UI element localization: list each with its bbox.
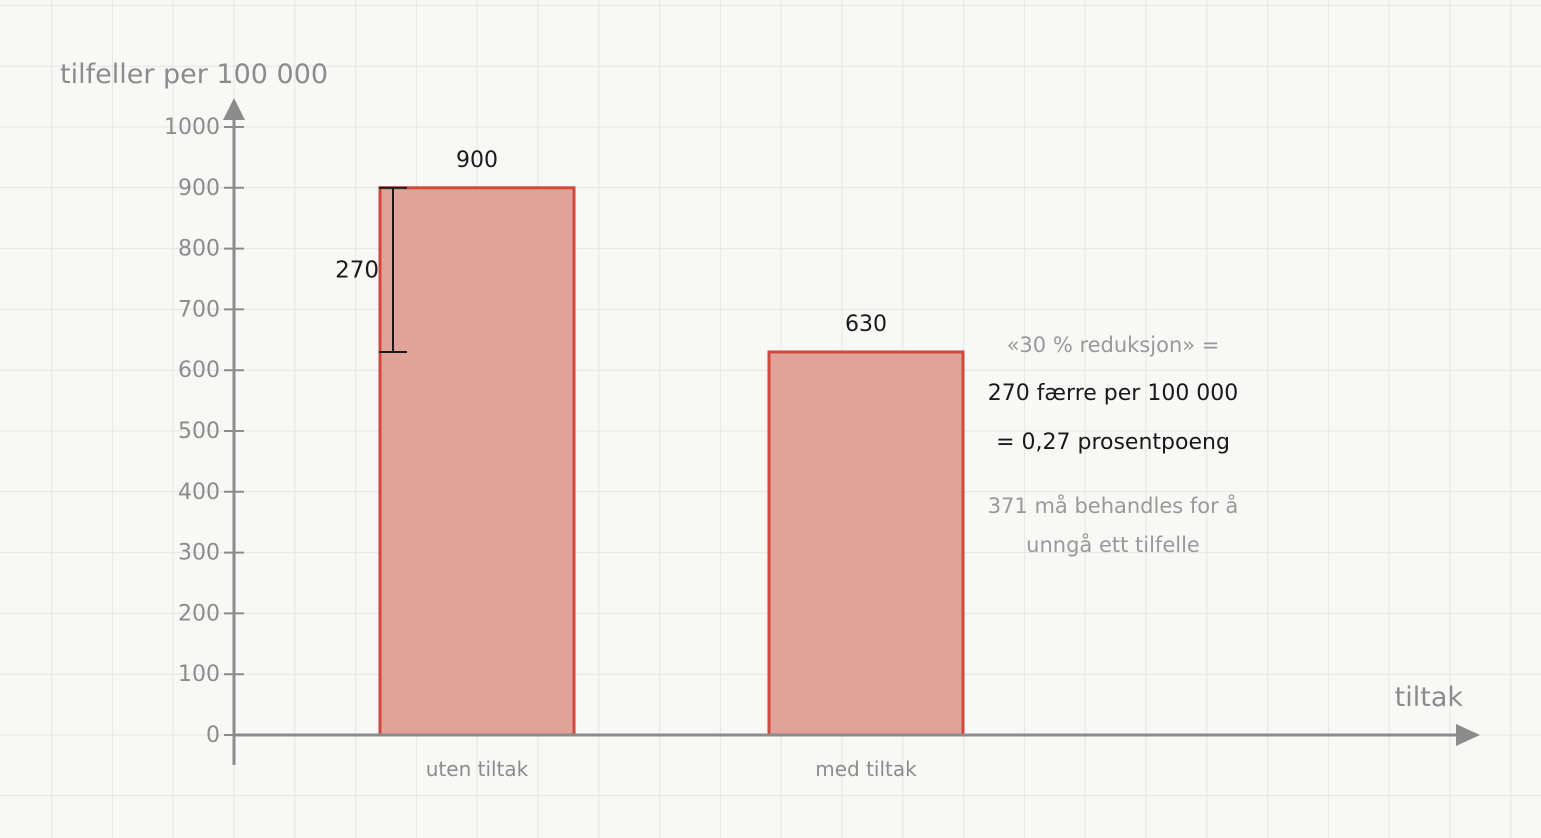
y-tick-label: 200 [178, 601, 220, 626]
x-tick-label: med tiltak [815, 757, 917, 781]
y-tick-label: 500 [178, 419, 220, 444]
y-tick-label: 100 [178, 662, 220, 687]
y-tick-label: 800 [178, 237, 220, 262]
bar-value-label: 900 [456, 148, 498, 173]
annotation-box: «30 % reduksjon» = 270 færre per 100 000… [988, 333, 1239, 557]
y-tick-label: 400 [178, 480, 220, 505]
annotation-line-3: = 0,27 prosentpoeng [996, 430, 1230, 455]
annotation-line-4: 371 må behandles for å [988, 493, 1239, 518]
bars: 900 uten tiltak 630 med tiltak [378, 148, 965, 781]
y-tick-label: 700 [178, 297, 220, 322]
y-axis-arrow-icon [223, 98, 245, 120]
y-tick-label: 1000 [164, 115, 220, 140]
x-axis-arrow-icon [1456, 724, 1480, 746]
y-tick-label: 600 [178, 358, 220, 383]
x-tick-label: uten tiltak [426, 757, 529, 781]
y-tick-label: 300 [178, 541, 220, 566]
annotation-line-2: 270 færre per 100 000 [988, 381, 1239, 406]
difference-label: 270 [335, 257, 379, 283]
annotation-line-5: unngå ett tilfelle [1026, 532, 1200, 557]
y-axis-title: tilfeller per 100 000 [60, 59, 328, 90]
bar [378, 186, 576, 737]
difference-marker: 270 [335, 186, 407, 353]
bar [767, 350, 965, 737]
annotation-line-1: «30 % reduksjon» = [1007, 333, 1220, 357]
y-tick-label: 900 [178, 176, 220, 201]
y-tick-label: 0 [206, 723, 220, 748]
x-axis-title: tiltak [1395, 682, 1464, 713]
y-ticks: 0 100 200 300 400 500 600 700 800 900 1000 [164, 115, 244, 748]
bar-value-label: 630 [845, 312, 887, 337]
